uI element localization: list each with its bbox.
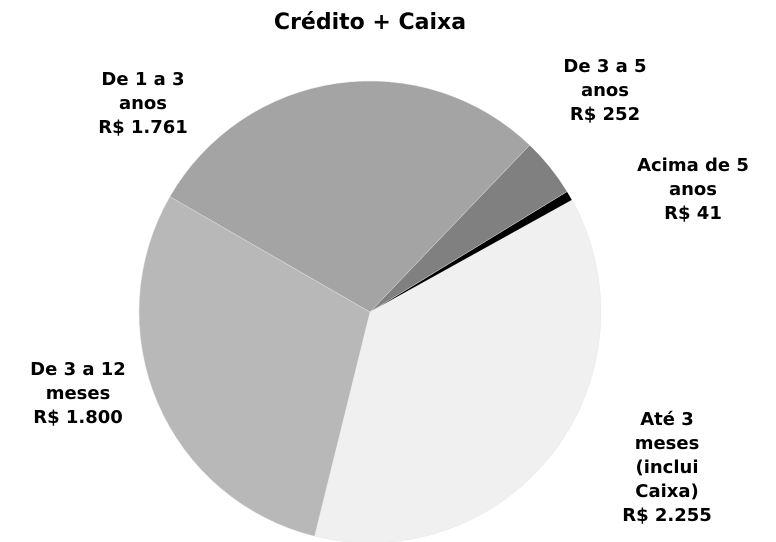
category-label: De 1 a 3 anos — [101, 69, 185, 114]
value-label: R$ 252 — [569, 104, 641, 125]
slice-label: De 1 a 3 anos R$ 1.761 — [78, 68, 208, 140]
value-label: R$ 41 — [664, 203, 722, 224]
pie-slice — [314, 199, 602, 542]
chart-title: Crédito + Caixa — [273, 10, 467, 35]
category-label: De 3 a 12 meses — [30, 359, 126, 404]
slice-label: Até 3 meses (inclui Caixa) R$ 2.255 — [606, 408, 728, 528]
pie-slice — [169, 80, 531, 313]
pie-slice — [369, 191, 573, 313]
category-label: Acima de 5 anos — [637, 155, 749, 200]
pie-slice — [138, 196, 371, 537]
category-label: De 3 a 5 anos — [563, 56, 647, 101]
value-label: R$ 2.255 — [622, 505, 712, 526]
category-label: Até 3 meses (inclui Caixa) — [634, 409, 700, 502]
value-label: R$ 1.761 — [98, 117, 188, 138]
slice-label: De 3 a 5 anos R$ 252 — [545, 55, 665, 127]
slice-label: De 3 a 12 meses R$ 1.800 — [8, 358, 148, 430]
value-label: R$ 1.800 — [33, 407, 123, 428]
slice-label: Acima de 5 anos R$ 41 — [618, 154, 768, 226]
